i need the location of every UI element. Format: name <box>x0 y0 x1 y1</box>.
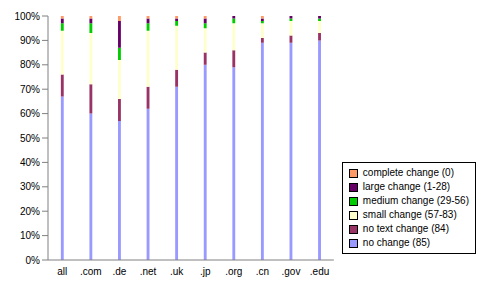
svg-text:60%: 60% <box>20 108 40 119</box>
svg-text:90%: 90% <box>20 35 40 46</box>
svg-text:0%: 0% <box>26 255 41 266</box>
svg-text:.edu: .edu <box>310 266 329 277</box>
svg-text:.de: .de <box>113 266 127 277</box>
html-text:complete change (0): complete change (0) <box>362 167 454 178</box>
svg-text:.net: .net <box>140 266 157 277</box>
svg-text:50%: 50% <box>20 133 40 144</box>
html-text:no change (85): no change (85) <box>362 237 431 248</box>
svg-text:.com: .com <box>80 266 102 277</box>
html-text:small change (57-83): small change (57-83) <box>362 209 457 220</box>
svg-text:.jp: .jp <box>200 266 211 277</box>
svg-text:.org: .org <box>225 266 242 277</box>
html-text:medium change (29-56): medium change (29-56) <box>362 195 469 206</box>
svg-text:30%: 30% <box>20 181 40 192</box>
svg-text:.gov: .gov <box>282 266 301 277</box>
svg-text:40%: 40% <box>20 157 40 168</box>
svg-text:.uk: .uk <box>170 266 184 277</box>
svg-text:10%: 10% <box>20 230 40 241</box>
svg-text:20%: 20% <box>20 206 40 217</box>
svg-text:100%: 100% <box>14 11 40 22</box>
svg-text:all: all <box>57 266 67 277</box>
svg-text:.cn: .cn <box>256 266 269 277</box>
svg-text:80%: 80% <box>20 59 40 70</box>
html-text:no text change (84): no text change (84) <box>362 223 449 234</box>
svg-text:70%: 70% <box>20 84 40 95</box>
html-text:large change (1-28): large change (1-28) <box>362 181 451 192</box>
